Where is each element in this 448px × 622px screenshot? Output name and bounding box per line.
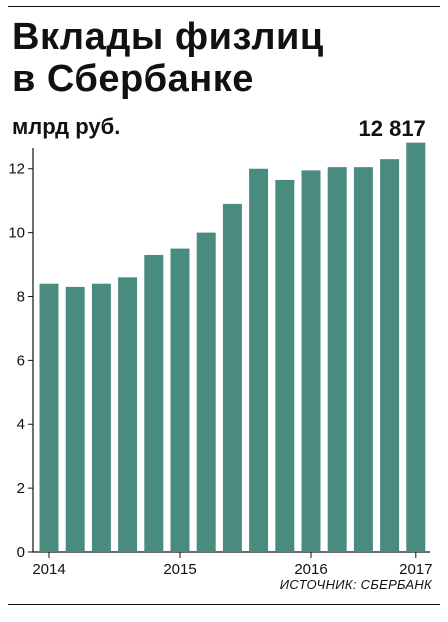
y-tick-label: 4 (17, 416, 25, 433)
y-tick-label: 6 (17, 352, 25, 369)
bottom-rule (8, 604, 440, 605)
x-tick-label: 2016 (294, 561, 327, 578)
chart-title: Вклады физлиц в Сбербанке (12, 16, 324, 100)
unit-label: млрд руб. (12, 114, 121, 139)
bar (91, 283, 111, 552)
bar (353, 167, 373, 553)
bar (118, 277, 138, 552)
bar (301, 170, 321, 553)
y-tick-label: 8 (17, 288, 25, 305)
bar (222, 203, 242, 552)
y-tick-label: 0 (17, 544, 25, 561)
y-tick-label: 2 (17, 480, 25, 497)
bar (170, 248, 190, 552)
x-tick-label: 2017 (399, 561, 432, 578)
bar (144, 254, 164, 552)
bar (249, 168, 269, 552)
bar (65, 286, 85, 552)
bar (406, 142, 426, 552)
bar (196, 232, 216, 552)
source-note: ИСТОЧНИК: СБЕРБАНК (279, 577, 432, 592)
bar (380, 159, 400, 553)
bar (39, 283, 59, 552)
x-tick-label: 2014 (32, 561, 65, 578)
y-tick-label: 10 (8, 225, 25, 242)
y-tick-label: 12 (8, 161, 25, 178)
x-tick-label: 2015 (163, 561, 196, 578)
value-label: 12 817 (359, 116, 426, 141)
top-rule (8, 6, 440, 7)
bar (275, 179, 295, 552)
bar (327, 167, 347, 553)
